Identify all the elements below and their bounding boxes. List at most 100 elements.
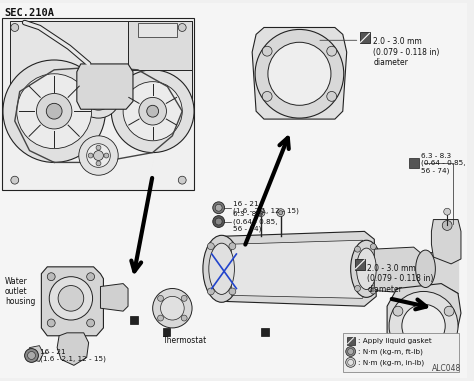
Circle shape [370,288,376,294]
Circle shape [93,150,103,160]
Circle shape [47,319,55,327]
Circle shape [208,288,214,295]
Circle shape [327,46,337,56]
Circle shape [277,209,285,217]
Bar [359,32,370,43]
Polygon shape [27,346,43,362]
Text: Thermostat: Thermostat [163,336,207,345]
Circle shape [87,273,94,281]
Bar [128,21,192,70]
Circle shape [257,209,265,217]
Circle shape [355,285,361,291]
Bar [2,18,194,190]
Polygon shape [100,283,128,311]
Circle shape [11,176,18,184]
Ellipse shape [203,235,240,302]
Circle shape [104,153,109,158]
Polygon shape [431,219,461,264]
Circle shape [17,74,91,149]
Circle shape [161,296,184,320]
Circle shape [27,352,36,359]
Circle shape [215,218,222,225]
Text: 16 - 21
(1.6 - 2.1, 12 - 15): 16 - 21 (1.6 - 2.1, 12 - 15) [233,201,299,215]
Circle shape [389,291,458,360]
Polygon shape [10,21,192,101]
Bar [409,158,419,168]
Text: : N·m (kg-m, ft-lb): : N·m (kg-m, ft-lb) [357,348,422,355]
Circle shape [208,243,214,250]
Polygon shape [57,333,89,365]
Circle shape [327,91,337,101]
Circle shape [346,357,356,367]
Circle shape [213,216,225,227]
Circle shape [157,315,164,321]
Bar [138,22,177,37]
Circle shape [255,29,344,118]
Circle shape [47,273,55,281]
Ellipse shape [356,248,376,290]
Circle shape [178,24,186,31]
Text: ALC048: ALC048 [432,364,461,373]
Circle shape [123,82,182,141]
Circle shape [46,103,62,119]
Circle shape [215,204,222,211]
Circle shape [259,211,263,215]
Circle shape [147,105,159,117]
Polygon shape [222,231,376,306]
Circle shape [444,208,451,215]
Circle shape [419,351,428,360]
Circle shape [96,145,101,150]
Circle shape [355,246,361,252]
Circle shape [3,60,105,162]
Circle shape [348,349,354,354]
Text: 6.3 - 8.3
(0.64 - 0.85,
56 - 74): 6.3 - 8.3 (0.64 - 0.85, 56 - 74) [420,153,465,174]
Polygon shape [387,283,461,365]
Ellipse shape [416,250,435,288]
Circle shape [58,285,84,311]
Circle shape [229,243,236,250]
Bar [343,333,459,372]
Circle shape [87,319,94,327]
Text: : N·m (kg-m, in-lb): : N·m (kg-m, in-lb) [357,359,424,366]
Circle shape [442,221,452,231]
Bar [261,328,269,336]
Bar [346,337,355,345]
Circle shape [279,211,283,215]
Circle shape [139,98,166,125]
Circle shape [178,176,186,184]
Circle shape [92,91,104,102]
Circle shape [346,347,356,357]
Polygon shape [252,27,346,119]
Text: 2.0 - 3.0 mm
(0.079 - 0.118 in)
diameter: 2.0 - 3.0 mm (0.079 - 0.118 in) diameter [367,264,434,294]
Circle shape [229,288,236,295]
Circle shape [444,306,454,316]
Text: SEC.210A: SEC.210A [4,8,54,18]
Circle shape [85,83,112,110]
Polygon shape [77,64,133,109]
Text: 6.3 - 8.3
(0.64 - 0.85,
56 - 74): 6.3 - 8.3 (0.64 - 0.85, 56 - 74) [233,211,278,232]
Bar [355,259,365,270]
Circle shape [111,70,194,152]
Bar [130,316,138,324]
Circle shape [79,136,118,175]
Circle shape [262,91,272,101]
Circle shape [49,277,92,320]
Circle shape [268,42,331,105]
Text: 16 - 21
(1.6 - 2.1, 12 - 15): 16 - 21 (1.6 - 2.1, 12 - 15) [40,349,106,362]
Circle shape [88,153,93,158]
Circle shape [402,304,445,347]
Ellipse shape [351,240,382,297]
Circle shape [87,144,110,167]
Polygon shape [41,267,103,336]
Circle shape [96,161,101,166]
Circle shape [181,315,187,321]
Ellipse shape [209,243,235,295]
Text: Water
outlet
housing: Water outlet housing [5,277,35,306]
Circle shape [36,93,72,129]
Bar [163,328,170,336]
Circle shape [370,244,376,250]
Circle shape [393,306,403,316]
Circle shape [153,288,192,328]
Polygon shape [374,247,426,293]
Text: 2.0 - 3.0 mm
(0.079 - 0.118 in)
diameter: 2.0 - 3.0 mm (0.079 - 0.118 in) diameter [374,37,440,67]
